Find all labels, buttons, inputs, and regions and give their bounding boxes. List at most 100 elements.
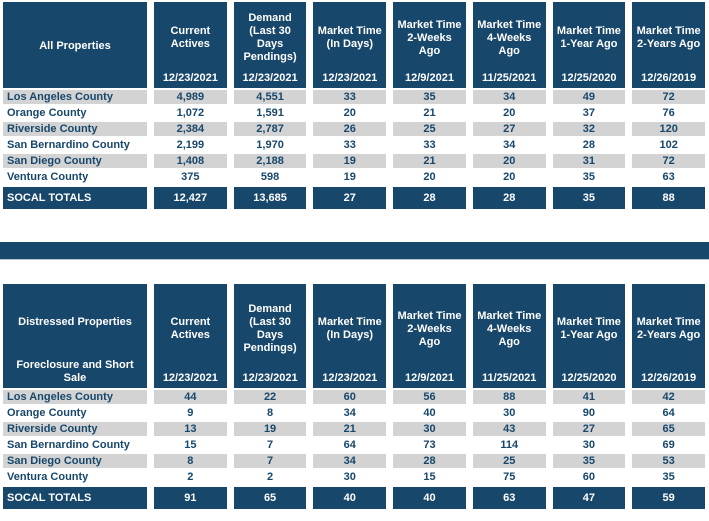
column-date: 12/25/2020 [561,372,617,384]
cell-value: 75 [472,470,546,484]
cell-value: 2,199 [154,138,227,152]
cell-value: 30 [552,438,626,452]
cell-value: 2 [154,470,227,484]
cell-value: 102 [632,138,705,152]
cell-value: 21 [313,422,387,436]
totals-label: SOCAL TOTALS [3,187,147,209]
totals-value: 63 [472,487,546,509]
totals-value: 27 [313,187,387,209]
section-divider-bar [0,242,709,260]
table-title-cell: All Properties [3,2,147,88]
county-label: Los Angeles County [3,390,147,404]
table-subtitle: Foreclosure and Short Sale [16,359,134,384]
cell-value: 20 [472,170,546,184]
column-date: 12/23/2021 [322,72,378,84]
cell-value: 64 [632,406,705,420]
cell-value: 28 [393,454,466,468]
cell-value: 33 [393,138,466,152]
column-label: Demand (Last 30 Days Pendings) [243,303,297,354]
column-date: 12/26/2019 [641,72,697,84]
column-label: Market Time 4-Weeks Ago [477,18,542,57]
cell-value: 1,591 [233,106,307,120]
totals-value: 65 [233,487,307,509]
cell-value: 43 [472,422,546,436]
cell-value: 20 [472,154,546,168]
cell-value: 1,072 [154,106,227,120]
cell-value: 34 [472,138,546,152]
table-row: Orange County 9 8 34 40 30 90 64 [3,406,705,420]
column-header-market-time-2y: Market Time 2-Years Ago 12/26/2019 [632,284,705,388]
totals-value: 35 [552,187,626,209]
cell-value: 56 [393,390,466,404]
totals-value: 28 [393,187,466,209]
column-header-market-time-2w: Market Time 2-Weeks Ago 12/9/2021 [393,2,466,88]
column-date: 12/23/2021 [242,372,298,384]
county-label: Ventura County [3,170,147,184]
column-label: Current Actives [170,25,211,50]
column-label: Market Time 1-Year Ago [556,316,621,341]
county-label: Los Angeles County [3,90,147,104]
column-header-market-time: Market Time (In Days) 12/23/2021 [313,284,387,388]
cell-value: 41 [552,390,626,404]
all-properties-header-row: All Properties Current Actives 12/23/202… [3,2,705,88]
column-label: Market Time 4-Weeks Ago [477,309,542,348]
table-row: Ventura County 375 598 19 20 20 35 63 [3,170,705,184]
table-title: Distressed Properties [18,316,132,328]
all-properties-table: All Properties Current Actives 12/23/202… [3,2,705,209]
county-label: Riverside County [3,422,147,436]
distressed-properties-table: Distressed Properties Foreclosure and Sh… [3,284,705,509]
column-label: Market Time 2-Weeks Ago [397,18,462,57]
cell-value: 33 [313,138,387,152]
cell-value: 35 [552,170,626,184]
cell-value: 1,408 [154,154,227,168]
cell-value: 60 [313,390,387,404]
column-label: Market Time (In Days) [317,316,382,341]
totals-value: 59 [632,487,705,509]
cell-value: 7 [233,438,307,452]
cell-value: 34 [313,406,387,420]
table-title-cell: Distressed Properties Foreclosure and Sh… [3,284,147,388]
column-header-market-time-1y: Market Time 1-Year Ago 12/25/2020 [552,2,626,88]
totals-row: SOCAL TOTALS 91 65 40 40 63 47 59 [3,487,705,509]
county-label: Orange County [3,406,147,420]
cell-value: 7 [233,454,307,468]
cell-value: 69 [632,438,705,452]
cell-value: 15 [393,470,466,484]
cell-value: 20 [393,170,466,184]
cell-value: 76 [632,106,705,120]
column-date: 11/25/2021 [481,72,537,84]
cell-value: 8 [154,454,227,468]
column-date: 12/23/2021 [162,72,218,84]
column-header-market-time-2w: Market Time 2-Weeks Ago 12/9/2021 [393,284,466,388]
cell-value: 35 [552,454,626,468]
cell-value: 31 [552,154,626,168]
cell-value: 30 [472,406,546,420]
table-row: Los Angeles County 44 22 60 56 88 41 42 [3,390,705,404]
cell-value: 598 [233,170,307,184]
column-header-demand: Demand (Last 30 Days Pendings) 12/23/202… [233,284,307,388]
cell-value: 27 [552,422,626,436]
cell-value: 2 [233,470,307,484]
cell-value: 25 [393,122,466,136]
cell-value: 40 [393,406,466,420]
table-title: All Properties [39,39,111,52]
totals-value: 91 [154,487,227,509]
county-label: San Bernardino County [3,438,147,452]
cell-value: 72 [632,154,705,168]
totals-value: 47 [552,487,626,509]
table-row: Riverside County 13 19 21 30 43 27 65 [3,422,705,436]
totals-value: 40 [393,487,466,509]
column-date: 12/9/2021 [405,72,454,84]
totals-value: 88 [632,187,705,209]
column-label: Demand (Last 30 Days Pendings) [243,12,297,63]
cell-value: 88 [472,390,546,404]
column-header-market-time-1y: Market Time 1-Year Ago 12/25/2020 [552,284,626,388]
column-date: 11/25/2021 [481,372,537,384]
cell-value: 20 [472,106,546,120]
cell-value: 26 [313,122,387,136]
cell-value: 8 [233,406,307,420]
column-date: 12/9/2021 [405,372,454,384]
cell-value: 2,787 [233,122,307,136]
totals-value: 12,427 [154,187,227,209]
column-date: 12/26/2019 [641,372,697,384]
